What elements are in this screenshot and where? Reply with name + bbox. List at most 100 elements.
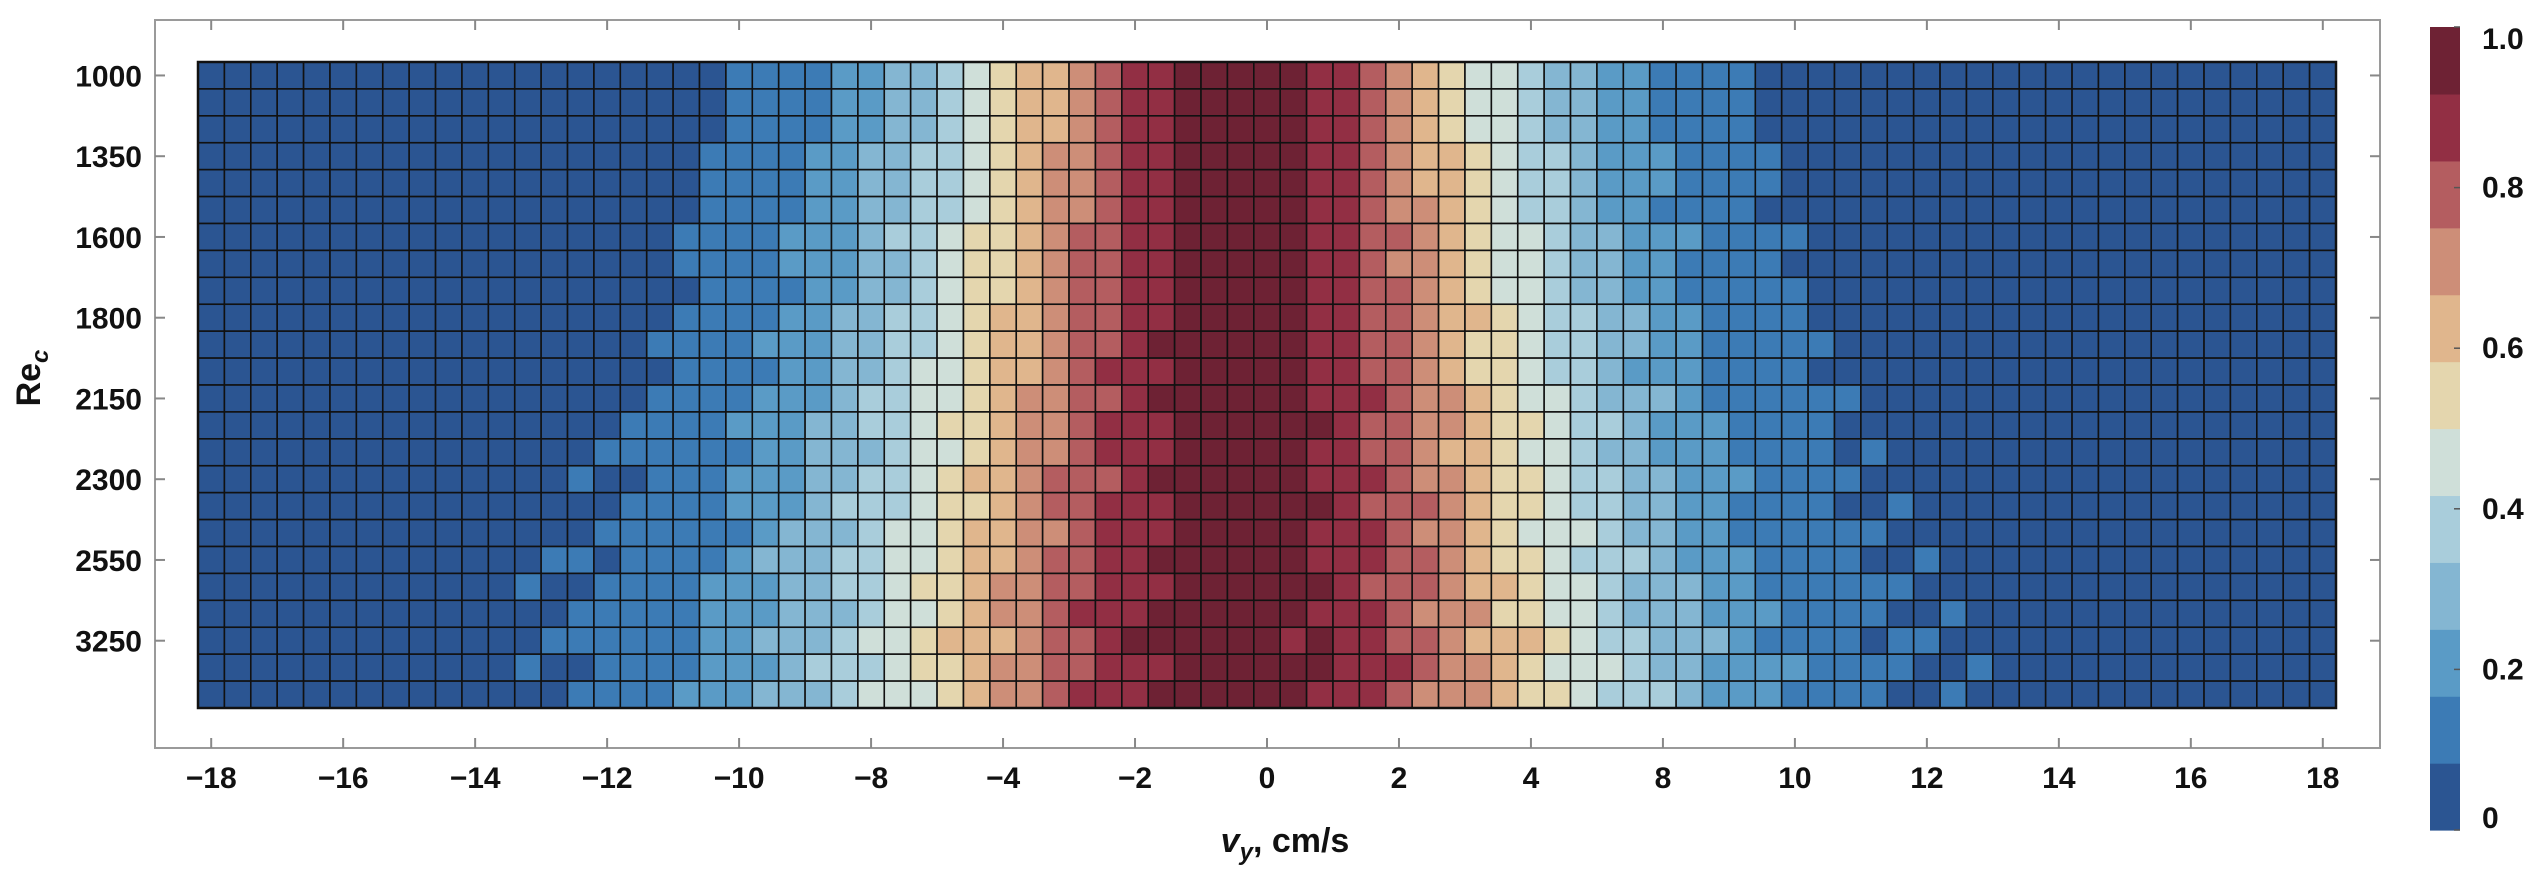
heatmap-cell [989,518,1018,548]
heatmap-cell [2229,599,2258,629]
heatmap-cell [883,680,912,709]
heatmap-cell [1543,168,1572,198]
heatmap-cell [830,168,859,198]
heatmap-cell [1675,438,1704,467]
heatmap-cell [513,88,542,117]
heatmap-cell [302,680,331,709]
heatmap-cell [1015,115,1044,144]
heatmap-cell [1147,168,1176,198]
heatmap-cell [2071,626,2100,655]
heatmap-cell [2282,249,2311,279]
heatmap-cell [751,384,780,413]
heatmap-cell [2097,357,2126,386]
heatmap-cell [2124,384,2153,413]
heatmap-cell [593,653,622,682]
heatmap-cell [1253,61,1282,90]
heatmap-cell [1437,518,1466,548]
heatmap-cell [619,653,648,682]
heatmap-cell [1728,357,1757,386]
heatmap-cell [1464,599,1493,629]
heatmap-cell [2044,357,2073,386]
y-tick-label: 1600 [75,222,142,255]
heatmap-cell [989,330,1018,359]
heatmap-cell [1015,357,1044,386]
heatmap-cell [1596,88,1625,117]
heatmap-cell [1912,464,1941,494]
heatmap-cell [566,599,595,629]
heatmap-cell [751,518,780,548]
heatmap-cell [1886,411,1915,440]
heatmap-cell [725,141,754,171]
heatmap-cell [540,653,569,682]
heatmap-cell [408,680,437,709]
heatmap-cell [2176,491,2205,521]
heatmap-cell [777,411,806,440]
heatmap-cell [1543,680,1572,709]
heatmap-cell [197,384,226,413]
heatmap-cell [1437,491,1466,521]
heatmap-cell [1041,491,1070,521]
heatmap-cell [698,168,727,198]
heatmap-cell [2256,61,2285,90]
heatmap-cell [1464,491,1493,521]
heatmap-cell [619,599,648,629]
heatmap-cell [989,115,1018,144]
heatmap-cell [1490,330,1519,359]
heatmap-cell [593,88,622,117]
heatmap-cell [1121,599,1150,629]
heatmap-cell [2097,330,2126,359]
heatmap-cell [487,249,516,279]
heatmap-cell [1490,626,1519,655]
heatmap-cell [1543,249,1572,279]
heatmap-cell [2176,653,2205,682]
heatmap-cell [1992,464,2021,494]
heatmap-cell [1358,518,1387,548]
heatmap-cell [2044,88,2073,117]
heatmap-cell [1886,303,1915,332]
heatmap-cell [672,168,701,198]
heatmap-cell [461,303,490,332]
heatmap-cell [698,491,727,521]
heatmap-cell [2124,303,2153,332]
heatmap-cell [566,653,595,682]
heatmap-cell [1965,141,1994,171]
heatmap-cell [461,168,490,198]
heatmap-cell [1728,384,1757,413]
heatmap-cell [1543,599,1572,629]
heatmap-cell [513,249,542,279]
heatmap-cell [276,115,305,144]
heatmap-cell [2229,545,2258,575]
heatmap-cell [1622,141,1651,171]
heatmap-cell [804,545,833,575]
heatmap-cell [1807,276,1836,306]
heatmap-cell [1094,115,1123,144]
heatmap-cell [2203,518,2232,548]
heatmap-cell [1437,411,1466,440]
heatmap-cell [645,384,674,413]
heatmap-cell [223,195,252,225]
heatmap-cell [461,88,490,117]
heatmap-cell [1807,115,1836,144]
heatmap-cell [2176,276,2205,306]
heatmap-cell [751,303,780,332]
heatmap-cell [2018,195,2047,225]
x-tick-label: −4 [986,762,1021,795]
heatmap-cell [1358,464,1387,494]
heatmap-cell [540,276,569,306]
heatmap-cell [804,330,833,359]
heatmap-cell [1332,518,1361,548]
heatmap-cell [2124,115,2153,144]
heatmap-cell [1648,411,1677,440]
heatmap-cell [1173,141,1202,171]
heatmap-cell [777,438,806,467]
heatmap-cell [249,222,278,252]
heatmap-cell [1622,88,1651,117]
heatmap-cell [408,518,437,548]
heatmap-cell [751,168,780,198]
heatmap-cell [2018,680,2047,709]
heatmap-cell [1543,545,1572,575]
heatmap-cell [751,249,780,279]
heatmap-cell [1886,653,1915,682]
colorbar-segment [2430,763,2460,831]
heatmap-cell [513,141,542,171]
